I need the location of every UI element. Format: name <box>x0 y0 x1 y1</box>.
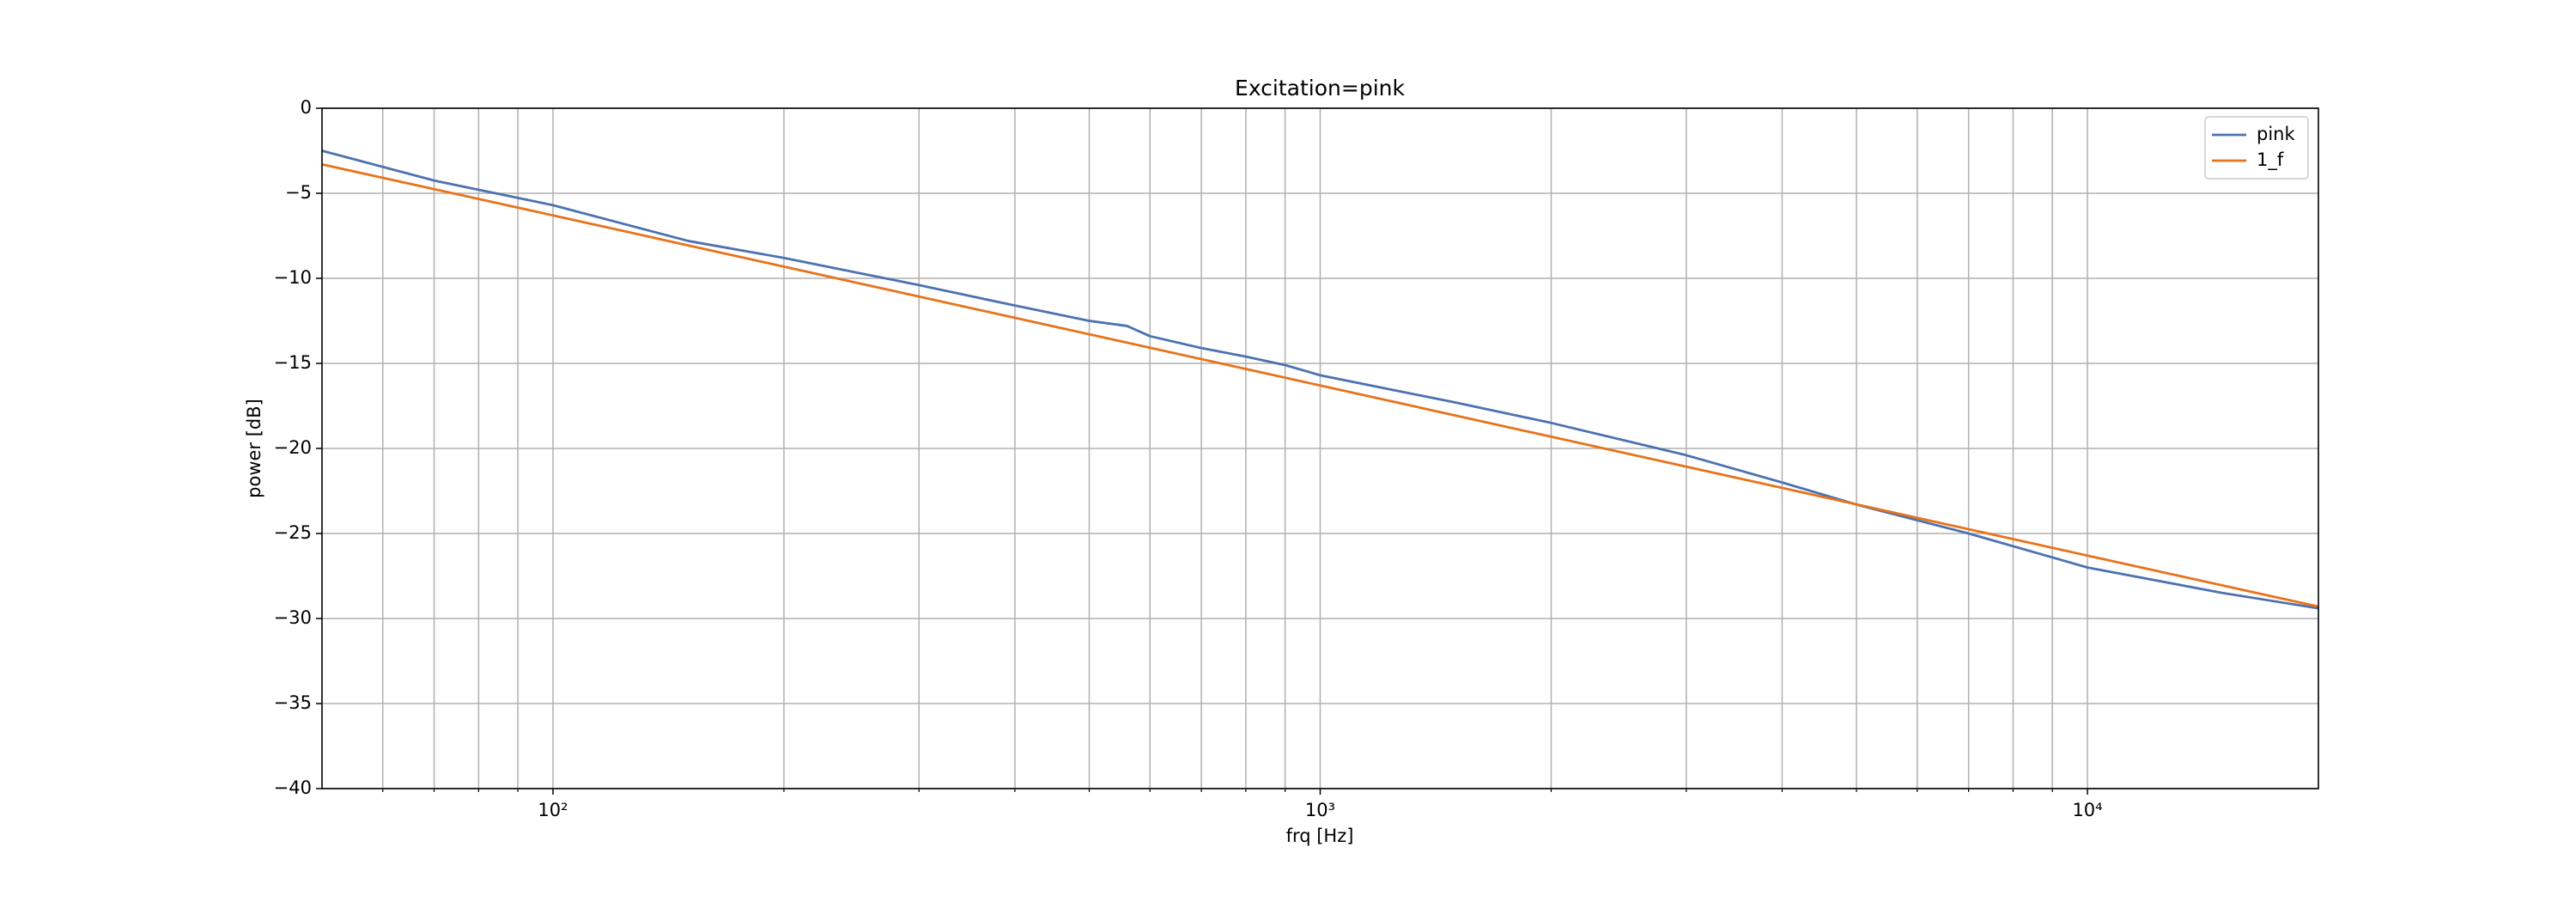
x-axis-label: frq [Hz] <box>1286 826 1354 846</box>
y-tick-label: −40 <box>274 777 312 798</box>
y-tick-label: 0 <box>301 97 312 118</box>
series-line <box>321 162 2319 608</box>
y-tick-label: −10 <box>274 267 312 288</box>
legend-box <box>2204 116 2309 180</box>
y-tick-label: −25 <box>274 522 312 543</box>
x-tick-label: 10² <box>538 800 568 820</box>
y-tick-label: −35 <box>274 692 312 713</box>
y-axis-label: power [dB] <box>244 399 264 498</box>
y-tick-label: −15 <box>274 352 312 373</box>
y-tick-label: −20 <box>274 437 312 458</box>
legend-label: 1_f <box>2257 149 2284 171</box>
legend-label: pink <box>2257 124 2295 144</box>
series-line <box>321 149 2319 610</box>
y-tick-label: −30 <box>274 607 312 628</box>
x-tick-label: 10⁴ <box>2072 800 2102 820</box>
y-tick-label: −5 <box>285 182 312 203</box>
plot-frame <box>321 107 2319 789</box>
chart-title: Excitation=pink <box>1235 76 1405 101</box>
x-tick-label: 10³ <box>1305 800 1335 820</box>
